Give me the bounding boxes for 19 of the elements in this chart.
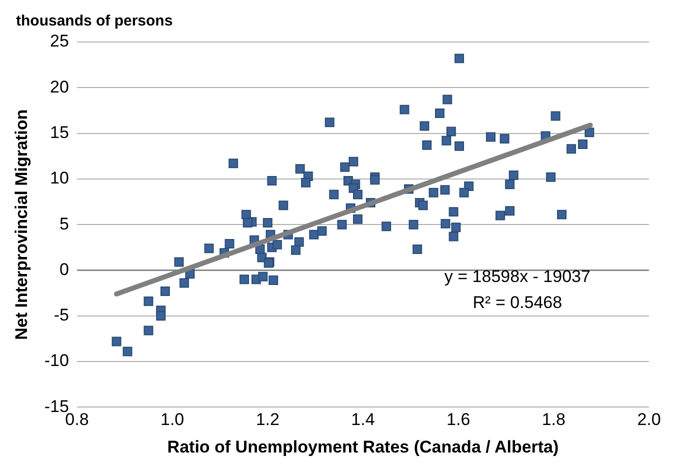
y-tick-label: 10 <box>50 168 69 188</box>
x-tick-label: 1.0 <box>160 410 184 430</box>
x-tick-label: 1.6 <box>446 410 470 430</box>
x-tick-label: 1.8 <box>542 410 566 430</box>
x-axis-title: Ratio of Unemployment Rates (Canada / Alberta) <box>167 437 559 456</box>
x-tick-label: 1.4 <box>351 410 375 430</box>
y-axis-title: Net Interprovincial Migration <box>12 109 31 340</box>
y-tick-label: 0 <box>60 260 69 279</box>
chart-title: thousands of persons <box>16 12 173 30</box>
y-tick-label: -5 <box>54 306 69 325</box>
x-tick-label: 1.2 <box>256 410 280 430</box>
annotation: R² = 0.5468 <box>472 293 562 312</box>
y-tick-label: -10 <box>44 351 69 370</box>
x-tick-label: 2.0 <box>637 410 661 430</box>
y-tick-label: 20 <box>50 77 69 96</box>
y-tick-label: 5 <box>60 214 69 234</box>
y-tick-label: 15 <box>50 122 69 142</box>
y-tick-label: 25 <box>50 32 69 51</box>
annotation: y = 18598x - 19037 <box>444 267 590 286</box>
